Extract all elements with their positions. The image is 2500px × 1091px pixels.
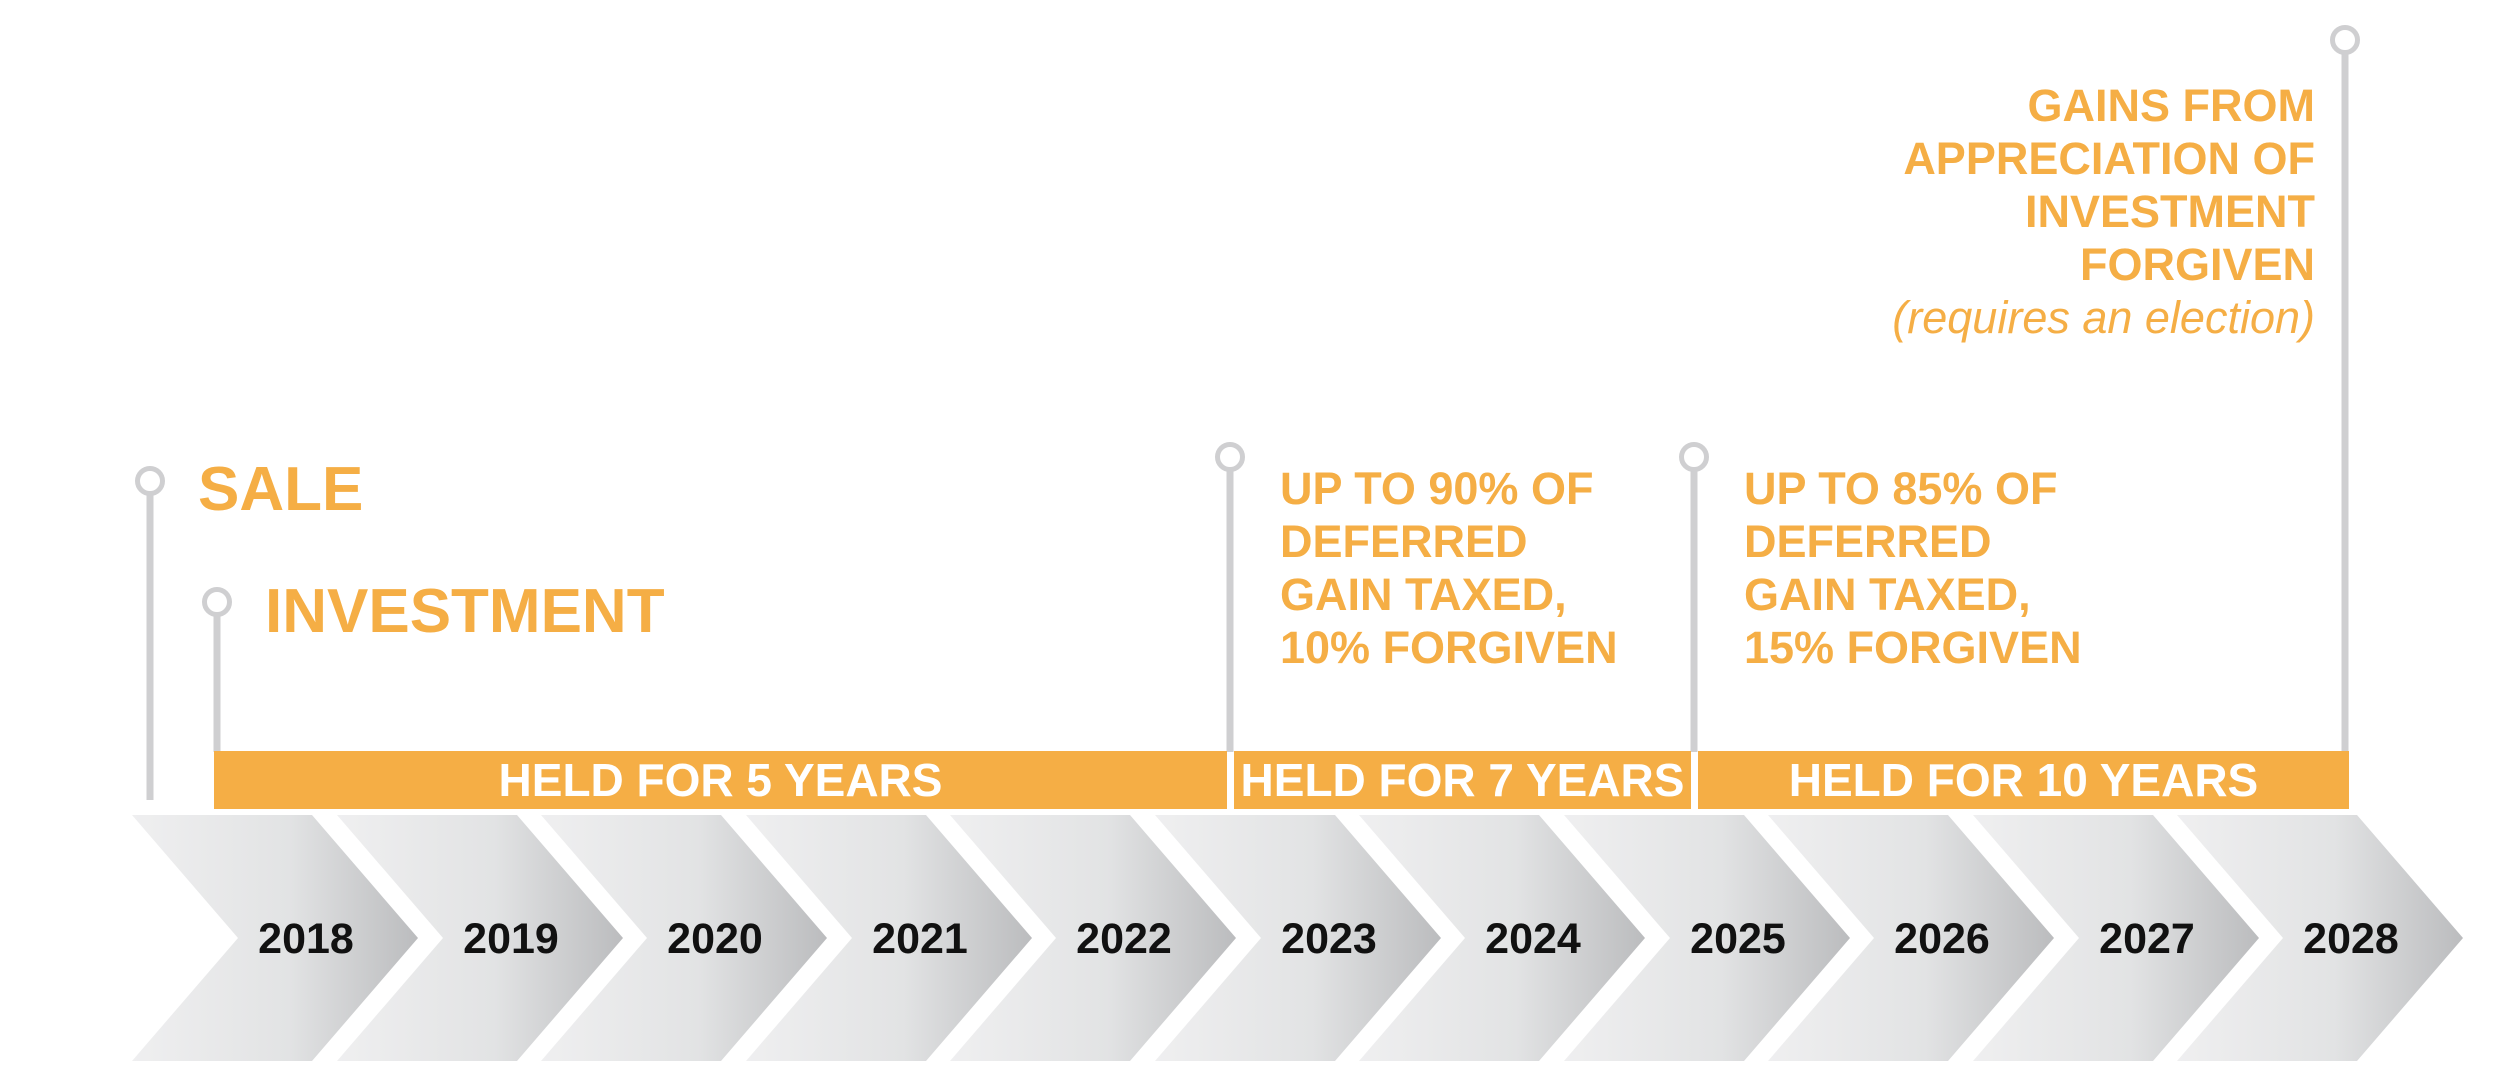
year-label-2023: 2023 [1281, 915, 1377, 963]
chevron-2018 [132, 815, 418, 1061]
year-label-2025: 2025 [1690, 915, 1786, 963]
sale-marker [135, 466, 165, 800]
chevron-2025 [1564, 815, 1850, 1061]
held-5-years-bar: HELD FOR 5 YEARS [214, 751, 1227, 809]
held-10-years-bar: HELD FOR 10 YEARS [1698, 751, 2349, 809]
chevron-2022 [950, 815, 1236, 1061]
ten-year-line-3: GAIN TAXED, [1744, 569, 2031, 620]
final-line-3: INVESTMENT [2024, 186, 2315, 237]
year-label-2018: 2018 [258, 915, 354, 963]
ten-year-event-text: UP TO 85% OF DEFERRED GAIN TAXED, 15% FO… [1744, 462, 2082, 674]
year-label-2027: 2027 [2099, 915, 2195, 963]
chevron-2023 [1155, 815, 1441, 1061]
year-label-2020: 2020 [667, 915, 763, 963]
year-label-2022: 2022 [1076, 915, 1172, 963]
chevron-2020 [541, 815, 827, 1061]
final-event-text: GAINS FROM APPRECIATION OF INVESTMENT FO… [1892, 79, 2315, 344]
year-label-2028: 2028 [2303, 915, 2399, 963]
final-line-1: GAINS FROM [2027, 80, 2316, 131]
chevron-2021 [746, 815, 1032, 1061]
ten-year-marker [1679, 442, 1709, 752]
chevron-2028 [2177, 815, 2463, 1061]
seven-year-line-3: GAIN TAXED, [1280, 569, 1567, 620]
seven-year-line-4: 10% FORGIVEN [1280, 622, 1618, 673]
seven-year-line-1: UP TO 90% OF [1280, 463, 1594, 514]
chevron-2024 [1359, 815, 1645, 1061]
sale-label: SALE [198, 455, 364, 524]
chevron-2026 [1768, 815, 2054, 1061]
chevron-2027 [1973, 815, 2259, 1061]
investment-marker [202, 587, 232, 752]
final-line-2: APPRECIATION OF [1903, 133, 2315, 184]
final-note: (requires an election) [1892, 292, 2315, 343]
ten-year-line-2: DEFERRED [1744, 516, 1992, 567]
seven-year-line-2: DEFERRED [1280, 516, 1528, 567]
final-line-4: FORGIVEN [2079, 239, 2315, 290]
chevron-2019 [337, 815, 623, 1061]
year-label-2021: 2021 [872, 915, 968, 963]
year-label-2026: 2026 [1894, 915, 1990, 963]
ten-year-line-1: UP TO 85% OF [1744, 463, 2058, 514]
ten-year-line-4: 15% FORGIVEN [1744, 622, 2082, 673]
seven-year-marker [1215, 442, 1245, 752]
held-7-years-bar: HELD FOR 7 YEARS [1234, 751, 1691, 809]
year-label-2024: 2024 [1485, 915, 1581, 963]
final-marker [2330, 25, 2360, 752]
seven-year-event-text: UP TO 90% OF DEFERRED GAIN TAXED, 10% FO… [1280, 462, 1618, 674]
investment-label: INVESTMENT [265, 577, 665, 646]
chevron-row [132, 815, 2463, 1061]
year-label-2019: 2019 [463, 915, 559, 963]
